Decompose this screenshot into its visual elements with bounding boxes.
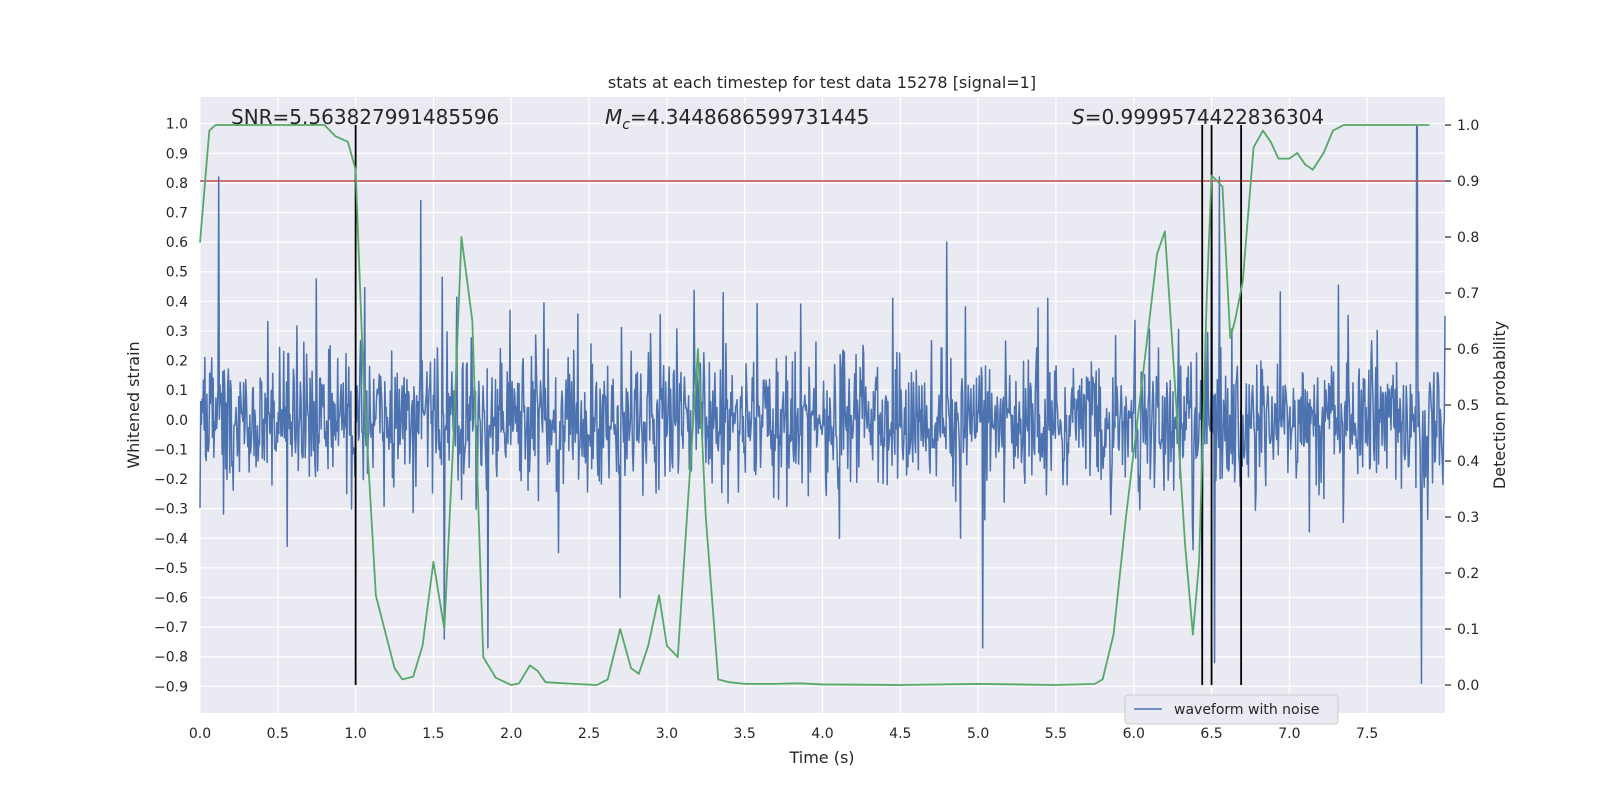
y-left-tick-label: −0.8 <box>154 650 188 666</box>
y-left-tick-label: 0.2 <box>166 354 188 370</box>
detection-probability-series <box>199 124 1430 686</box>
y-left-tick-label: −0.5 <box>154 561 188 577</box>
y-right-tick-label: 0.6 <box>1457 342 1479 358</box>
y-left-tick-label: −0.9 <box>154 679 188 695</box>
y-right-tick-label: 1.0 <box>1457 118 1479 134</box>
y-right-tick-label: 0.9 <box>1457 174 1479 190</box>
detection-score-symbol: S <box>1072 105 1085 129</box>
x-tick-label: 5.0 <box>967 726 989 742</box>
snr-annotation: SNR=5.563827991485596 <box>231 105 499 129</box>
y-right-tick-label: 0.1 <box>1457 622 1479 638</box>
x-tick-label: 4.0 <box>811 726 833 742</box>
x-axis-ticks: 0.0 0.5 1.0 1.5 2.0 2.5 3.0 3.5 4.0 4.5 5.0 5.5 6.0 6… <box>189 726 1378 742</box>
x-tick-label: 0.5 <box>267 726 289 742</box>
y-left-tick-label: −0.3 <box>154 502 188 518</box>
x-tick-label: 3.5 <box>734 726 756 742</box>
chart-title: stats at each timestep for test data 152… <box>608 73 1036 92</box>
detection-score-value: =0.9999574422836304 <box>1085 105 1324 129</box>
y-left-tick-label: 0.5 <box>166 265 188 281</box>
chirp-mass-symbol: M <box>605 105 622 129</box>
x-tick-label: 7.0 <box>1278 726 1300 742</box>
x-tick-label: 4.5 <box>889 726 911 742</box>
legend: waveform with noise <box>1124 694 1339 725</box>
y-left-tick-label: −0.2 <box>154 472 188 488</box>
y-left-tick-label: −0.4 <box>154 531 188 547</box>
y-axis-label-left: Whitened strain <box>124 341 143 468</box>
y-right-tick-label: 0.3 <box>1457 510 1479 526</box>
y-right-tick-label: 0.2 <box>1457 566 1479 582</box>
chirp-mass-annotation: Mc=4.3448686599731445 <box>605 105 869 133</box>
y-left-tick-label: 0.6 <box>166 235 188 251</box>
y-left-tick-label: −0.7 <box>154 620 188 636</box>
x-tick-label: 0.0 <box>189 726 211 742</box>
x-tick-label: 6.5 <box>1200 726 1222 742</box>
y-right-tick-label: 0.5 <box>1457 398 1479 414</box>
x-tick-label: 7.5 <box>1356 726 1378 742</box>
y-axis-label-right: Detection probability <box>1490 321 1509 489</box>
y-left-tick-label: 0.8 <box>166 176 188 192</box>
waveform-series <box>199 125 1446 685</box>
y-left-tick-label: 0.0 <box>166 413 188 429</box>
x-axis-label: Time (s) <box>788 748 854 767</box>
x-tick-label: 1.5 <box>422 726 444 742</box>
y-left-tick-label: 1.0 <box>166 117 188 133</box>
detection-score-annotation: S=0.9999574422836304 <box>1072 105 1324 129</box>
chirp-mass-subscript: c <box>622 117 630 133</box>
legend-label: waveform with noise <box>1174 702 1319 718</box>
detection-probability-line <box>199 124 1430 686</box>
waveform-line <box>199 125 1446 685</box>
legend-box <box>1124 694 1339 725</box>
y-left-tick-label: 0.3 <box>166 324 188 340</box>
x-tick-label: 3.0 <box>656 726 678 742</box>
vertical-markers <box>354 125 1243 685</box>
x-tick-label: 5.5 <box>1045 726 1067 742</box>
x-tick-label: 1.0 <box>344 726 366 742</box>
y-left-tick-label: 0.1 <box>166 383 188 399</box>
y-left-tick-label: 0.7 <box>166 206 188 222</box>
right-axis-ticks: 1.0 0.9 0.8 0.7 0.6 0.5 0.4 0.3 0.2 0.1 0.0 <box>1445 118 1479 694</box>
x-tick-label: 2.5 <box>578 726 600 742</box>
y-right-tick-label: 0.4 <box>1457 454 1479 470</box>
x-tick-label: 6.0 <box>1123 726 1145 742</box>
y-left-tick-label: 0.9 <box>166 146 188 162</box>
y-right-tick-label: 0.8 <box>1457 230 1479 246</box>
y-left-tick-label: −0.6 <box>154 591 188 607</box>
chirp-mass-value: =4.3448686599731445 <box>630 105 869 129</box>
left-axis-ticks: 1.0 0.9 0.8 0.7 0.6 0.5 0.4 0.3 0.2 0.1 0.0 −0.1 −0.… <box>154 117 188 696</box>
x-tick-label: 2.0 <box>500 726 522 742</box>
y-left-tick-label: −0.1 <box>154 442 188 458</box>
y-right-tick-label: 0.0 <box>1457 678 1479 694</box>
y-right-tick-label: 0.7 <box>1457 286 1479 302</box>
y-left-tick-label: 0.4 <box>166 294 188 310</box>
